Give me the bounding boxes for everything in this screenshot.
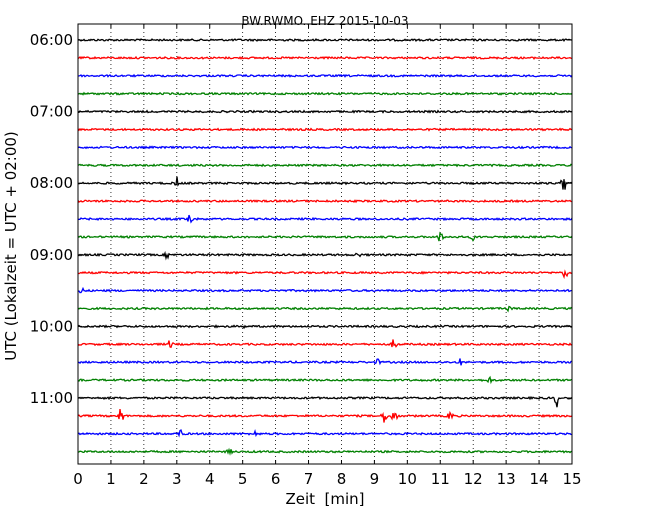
x-axis: 0 1 2 3 4 5 6 7 8 9 10 11 12 13 14 15 xyxy=(73,24,582,488)
x-tick-label: 12 xyxy=(464,470,483,488)
trace-line xyxy=(77,55,573,60)
x-tick-label: 8 xyxy=(337,470,347,488)
trace-line xyxy=(77,409,573,423)
trace-line xyxy=(77,324,573,330)
x-tick-label: 2 xyxy=(139,470,149,488)
y-tick-label: 10:00 xyxy=(30,317,73,335)
trace-line xyxy=(77,447,573,456)
trace-line xyxy=(77,339,573,349)
trace-line xyxy=(77,91,573,96)
x-tick-label: 6 xyxy=(271,470,281,488)
x-tick-label: 0 xyxy=(73,470,83,488)
trace-line xyxy=(77,286,573,294)
trace-line xyxy=(77,109,573,114)
y-tick-label: 11:00 xyxy=(30,389,73,407)
chart-title: BW.RWMO..EHZ 2015-10-03 xyxy=(241,14,408,28)
y-axis: 06:00 07:00 08:00 09:00 10:00 11:00 xyxy=(30,31,572,407)
y-tick-label: 07:00 xyxy=(30,103,73,121)
trace-line xyxy=(77,375,573,385)
x-tick-label: 9 xyxy=(370,470,380,488)
y-tick-label: 09:00 xyxy=(30,246,73,264)
x-tick-label: 4 xyxy=(205,470,215,488)
trace-line xyxy=(77,305,573,313)
trace-line xyxy=(77,269,573,280)
trace-layer xyxy=(77,38,573,456)
plot-frame xyxy=(77,23,573,465)
y-tick-label: 08:00 xyxy=(30,174,73,192)
trace-line xyxy=(77,358,573,366)
x-tick-label: 1 xyxy=(106,470,116,488)
trace-line xyxy=(77,163,573,168)
x-tick-label: 3 xyxy=(172,470,182,488)
y-axis-label: UTC (Lokalzeit = UTC + 02:00) xyxy=(2,131,20,361)
x-tick-label: 11 xyxy=(431,470,450,488)
x-tick-label: 15 xyxy=(562,470,581,488)
x-tick-label: 10 xyxy=(398,470,417,488)
y-tick-label: 06:00 xyxy=(30,31,73,49)
grid-layer xyxy=(110,24,540,464)
x-axis-label: Zeit [min] xyxy=(285,490,364,508)
trace-line xyxy=(77,214,573,224)
trace-line xyxy=(77,176,573,190)
trace-line xyxy=(77,395,573,408)
trace-line xyxy=(77,127,573,132)
trace-line xyxy=(77,231,573,242)
trace-line xyxy=(77,198,572,204)
trace-line xyxy=(77,250,573,261)
trace-line xyxy=(77,73,573,78)
x-tick-label: 13 xyxy=(497,470,516,488)
trace-line xyxy=(77,145,572,150)
x-tick-label: 7 xyxy=(304,470,314,488)
x-tick-label: 14 xyxy=(530,470,549,488)
trace-line xyxy=(77,429,573,438)
x-tick-label: 5 xyxy=(238,470,248,488)
trace-line xyxy=(77,38,573,42)
